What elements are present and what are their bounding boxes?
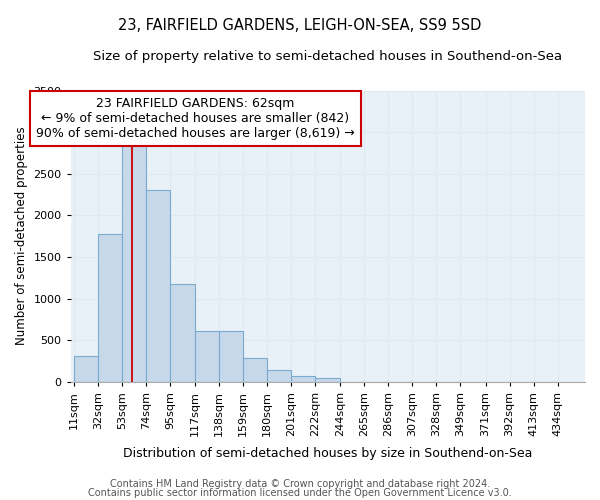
Bar <box>243 358 267 382</box>
Bar <box>170 284 195 382</box>
Bar <box>291 376 315 382</box>
Text: Contains HM Land Registry data © Crown copyright and database right 2024.: Contains HM Land Registry data © Crown c… <box>110 479 490 489</box>
Bar <box>267 370 291 382</box>
Bar <box>122 139 146 382</box>
Bar <box>195 331 219 382</box>
Bar <box>74 356 98 382</box>
Bar <box>315 378 340 382</box>
Bar <box>98 234 122 382</box>
X-axis label: Distribution of semi-detached houses by size in Southend-on-Sea: Distribution of semi-detached houses by … <box>123 447 533 460</box>
Bar <box>146 190 170 382</box>
Text: Contains public sector information licensed under the Open Government Licence v3: Contains public sector information licen… <box>88 488 512 498</box>
Text: 23 FAIRFIELD GARDENS: 62sqm
← 9% of semi-detached houses are smaller (842)
90% o: 23 FAIRFIELD GARDENS: 62sqm ← 9% of semi… <box>36 97 355 140</box>
Y-axis label: Number of semi-detached properties: Number of semi-detached properties <box>15 127 28 346</box>
Title: Size of property relative to semi-detached houses in Southend-on-Sea: Size of property relative to semi-detach… <box>93 50 562 63</box>
Text: 23, FAIRFIELD GARDENS, LEIGH-ON-SEA, SS9 5SD: 23, FAIRFIELD GARDENS, LEIGH-ON-SEA, SS9… <box>118 18 482 32</box>
Bar <box>219 331 243 382</box>
